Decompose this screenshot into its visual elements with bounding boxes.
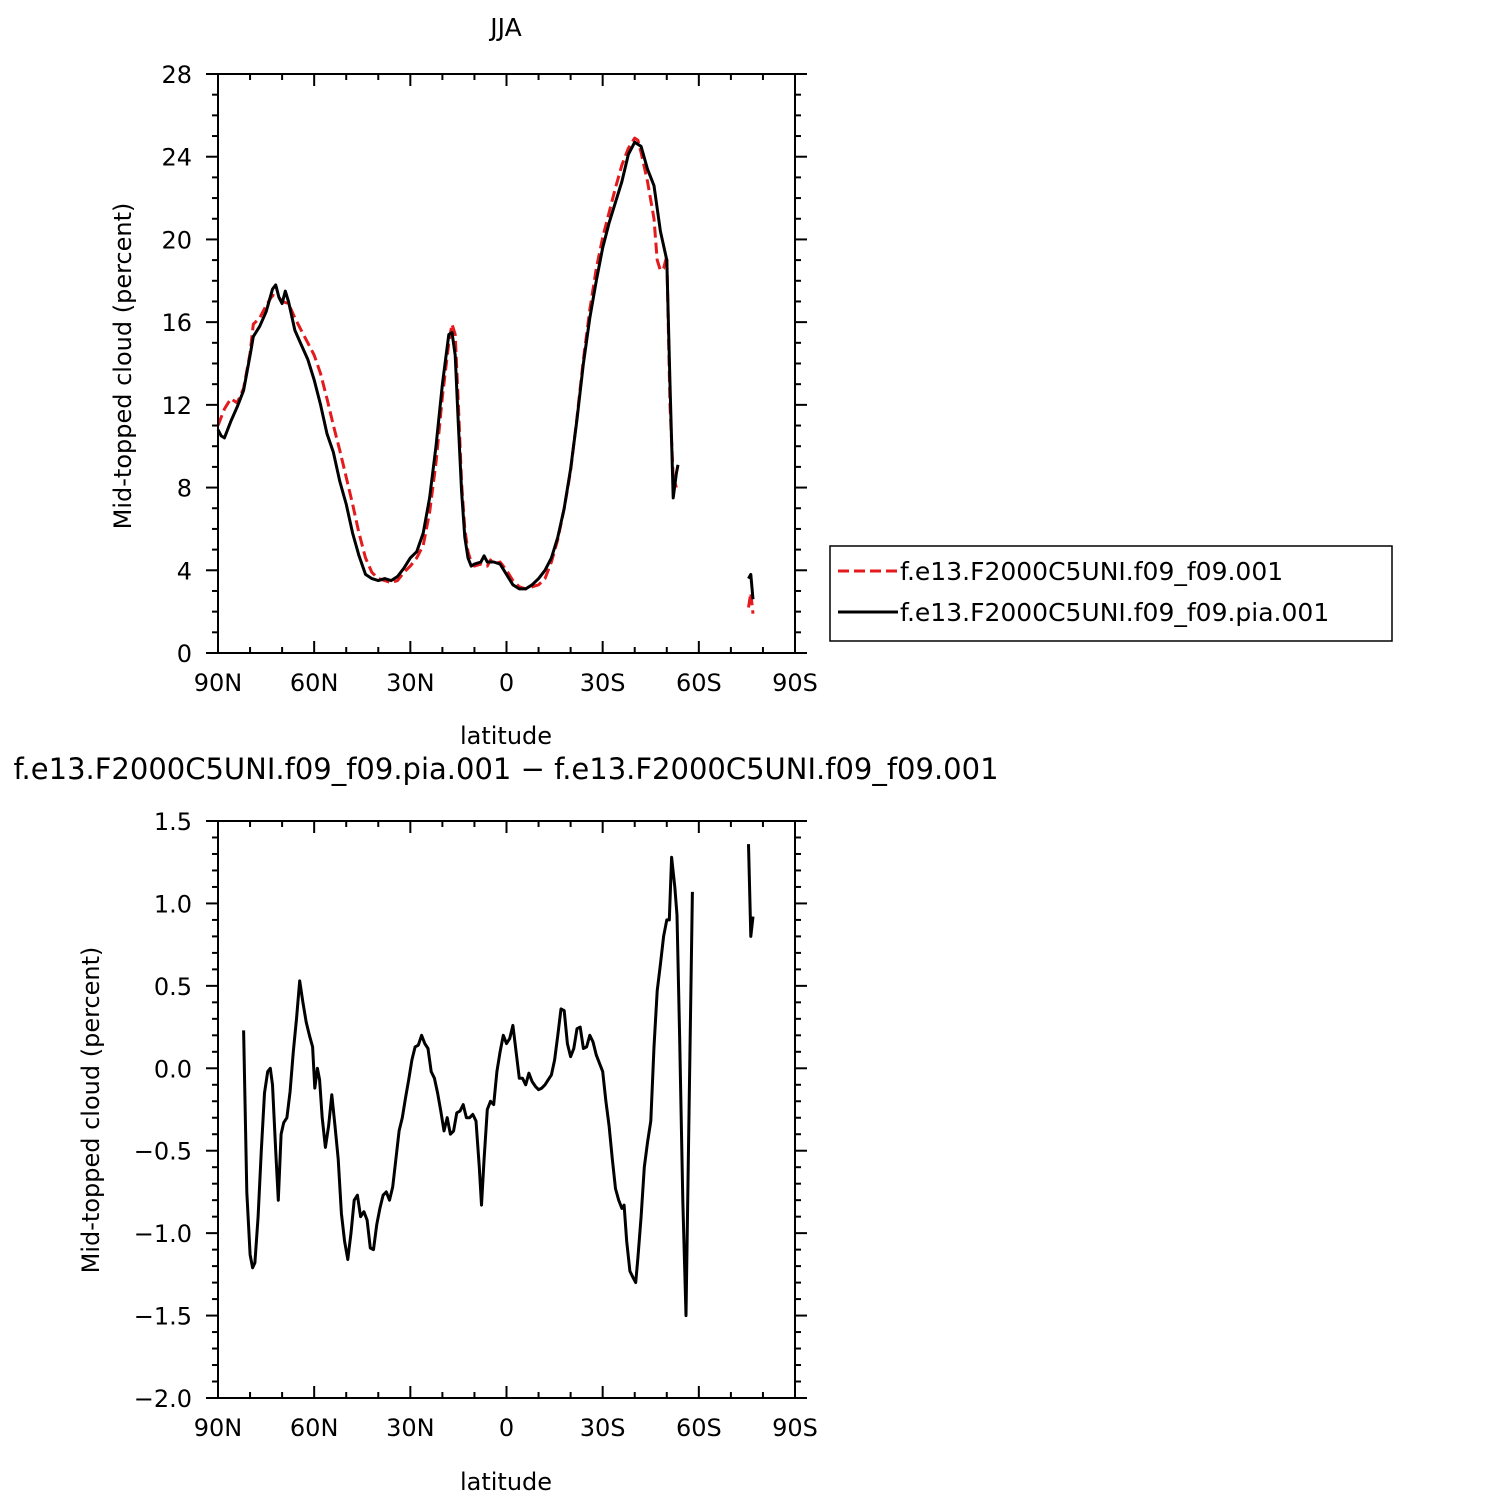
- bottom-x-tick-label: 30S: [580, 1414, 626, 1442]
- bottom-y-tick-label: 0.5: [154, 973, 192, 1001]
- top-chart-ticks: 90N 60N 30N 0 30S 60S 90S 0 4 8 12 16 20 24 28: [161, 61, 817, 697]
- bottom-chart-panel: f.e13.F2000C5UNI.f09_f09.pia.001 − f.e13…: [13, 752, 998, 1496]
- bottom-chart-frame: [217, 820, 796, 1399]
- top-series-1-line: [747, 572, 755, 600]
- legend-label-control: f.e13.F2000C5UNI.f09_f09.001: [900, 557, 1283, 586]
- top-x-tick-label: 0: [499, 669, 514, 697]
- bottom-y-tick-label: 0.0: [154, 1055, 192, 1083]
- legend: f.e13.F2000C5UNI.f09_f09.001 f.e13.F2000…: [829, 545, 1393, 642]
- bottom-x-tick-label: 90S: [772, 1414, 818, 1442]
- bottom-y-tick-label: 1.0: [154, 890, 192, 918]
- bottom-y-tick-label: 1.5: [154, 808, 192, 836]
- top-x-tick-label: 30S: [580, 669, 626, 697]
- top-y-tick-label: 20: [161, 226, 192, 254]
- top-y-tick-label: 12: [161, 392, 192, 420]
- top-y-tick-label: 16: [161, 309, 192, 337]
- top-chart-x-axis-title: latitude: [460, 722, 552, 750]
- bottom-x-tick-label: 60N: [290, 1414, 339, 1442]
- top-y-tick-label: 24: [161, 144, 192, 172]
- bottom-x-tick-label: 60S: [676, 1414, 722, 1442]
- legend-label-pia: f.e13.F2000C5UNI.f09_f09.pia.001: [900, 598, 1329, 627]
- bottom-y-tick-label: −1.0: [134, 1220, 192, 1248]
- top-x-tick-label: 30N: [386, 669, 435, 697]
- bottom-chart-title: f.e13.F2000C5UNI.f09_f09.pia.001 − f.e13…: [13, 752, 998, 786]
- top-series-0-line: [747, 591, 755, 614]
- top-chart-frame: [217, 73, 796, 654]
- top-chart-plot-area: [216, 136, 755, 614]
- legend-box: [829, 545, 1393, 642]
- top-y-tick-label: 0: [177, 640, 192, 668]
- bottom-y-tick-label: −2.0: [134, 1385, 192, 1413]
- top-chart-panel: JJA 90N 60N 30N 0 30S 60S 90S 0 4 8 12 16 20 24 28 Mid…: [109, 13, 1393, 750]
- top-x-tick-label: 90S: [772, 669, 818, 697]
- bottom-y-tick-label: −0.5: [134, 1138, 192, 1166]
- bottom-x-tick-label: 30N: [386, 1414, 435, 1442]
- top-series-1-line: [216, 140, 680, 591]
- top-x-tick-label: 60N: [290, 669, 339, 697]
- bottom-y-tick-label: −1.5: [134, 1303, 192, 1331]
- top-y-tick-label: 4: [177, 557, 192, 585]
- bottom-x-tick-label: 0: [499, 1414, 514, 1442]
- bottom-chart-y-axis-title: Mid-topped cloud (percent): [77, 947, 105, 1274]
- bottom-series-0-line: [242, 855, 694, 1318]
- bottom-chart-plot-area: [242, 844, 755, 1318]
- top-y-tick-label: 8: [177, 475, 192, 503]
- bottom-series-0-line: [747, 844, 755, 938]
- top-y-tick-label: 28: [161, 61, 192, 89]
- top-x-tick-label: 60S: [676, 669, 722, 697]
- bottom-chart-ticks: 90N 60N 30N 0 30S 60S 90S −2.0 −1.5 −1.0 −0.5 0.0 0.…: [134, 808, 818, 1442]
- bottom-chart-x-axis-title: latitude: [460, 1468, 552, 1496]
- bottom-x-tick-label: 90N: [194, 1414, 243, 1442]
- top-chart-y-axis-title: Mid-topped cloud (percent): [109, 203, 137, 530]
- top-x-tick-label: 90N: [194, 669, 243, 697]
- top-series-0-line: [216, 136, 678, 591]
- top-chart-title: JJA: [488, 13, 521, 42]
